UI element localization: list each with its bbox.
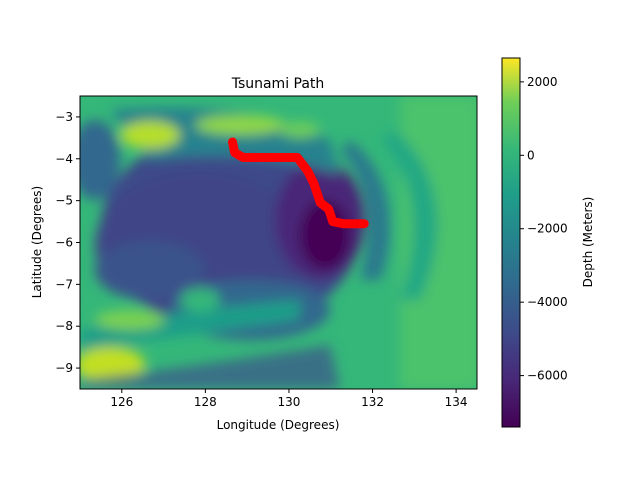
y-tick-label: −3 xyxy=(55,110,73,124)
y-tick-label: −9 xyxy=(55,361,73,375)
colorbar-tick-label: −6000 xyxy=(527,369,568,383)
colorbar-tick-label: 0 xyxy=(527,148,535,162)
x-tick-label: 128 xyxy=(194,395,217,409)
chart-title: Tsunami Path xyxy=(231,76,325,92)
x-tick-label: 130 xyxy=(277,395,300,409)
bathymetry-heatmap xyxy=(80,96,477,389)
y-tick-label: −5 xyxy=(55,194,73,208)
y-tick-label: −7 xyxy=(55,277,73,291)
colorbar xyxy=(501,57,521,428)
x-tick-label: 134 xyxy=(445,395,468,409)
y-axis: −3 −4 −5 −6 −7 −8 −9 xyxy=(55,110,80,375)
x-tick-label: 132 xyxy=(361,395,384,409)
y-tick-label: −6 xyxy=(55,236,73,250)
colorbar-tick-label: 2000 xyxy=(527,75,558,89)
x-tick-label: 126 xyxy=(110,395,133,409)
colorbar-tick-label: −2000 xyxy=(527,222,568,236)
colorbar-ticks: 2000 0 −2000 −4000 −6000 xyxy=(520,75,568,383)
x-axis-label: Longitude (Degrees) xyxy=(217,418,340,432)
colorbar-label: Depth (Meters) xyxy=(581,197,595,288)
colorbar-tick-label: −4000 xyxy=(527,295,568,309)
y-axis-label: Latitude (Degrees) xyxy=(30,186,44,299)
tsunami-path-line xyxy=(228,137,369,229)
y-tick-label: −4 xyxy=(55,152,73,166)
y-tick-label: −8 xyxy=(55,319,73,333)
x-axis: 126 128 130 132 134 xyxy=(110,389,468,409)
